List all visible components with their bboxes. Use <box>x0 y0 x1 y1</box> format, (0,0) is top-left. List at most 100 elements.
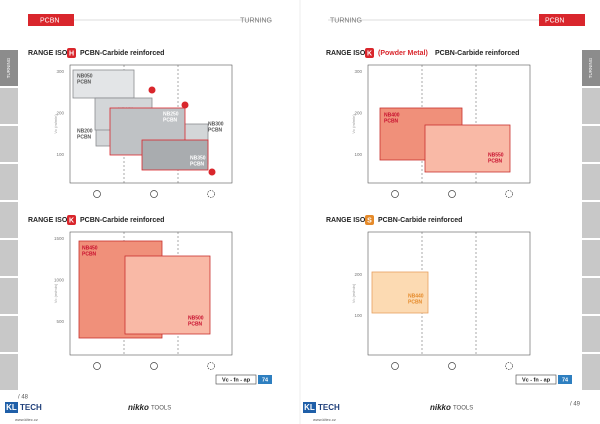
grade-range <box>72 69 135 99</box>
iso-badge <box>365 215 374 225</box>
partner-logo: nikko <box>128 403 149 412</box>
y-axis-label: Vc (m/min) <box>53 114 58 134</box>
grade-material: PCBN <box>82 251 97 257</box>
side-tab-label: TURNING <box>588 57 593 78</box>
grade-name: NB400 <box>384 112 400 118</box>
side-tab <box>0 164 18 200</box>
side-tab <box>0 50 18 86</box>
iso-badge <box>67 48 76 58</box>
grade-material: PCBN <box>190 161 205 167</box>
condition-icon <box>448 190 456 198</box>
partner-logo: nikko <box>430 403 451 412</box>
iso-badge <box>365 48 374 58</box>
url: www.kltec.cz <box>313 417 336 422</box>
y-axis-label: Vc (m/min) <box>351 283 356 303</box>
y-axis-label: Vc (m/min) <box>351 114 356 134</box>
iso-letter: K <box>69 217 74 224</box>
grade-material: PCBN <box>77 79 92 85</box>
side-tab <box>0 88 18 124</box>
page-number: / 48 <box>18 395 29 401</box>
panel-title: RANGE ISO <box>326 50 366 57</box>
plot-area <box>367 64 531 184</box>
panel-title: RANGE ISO <box>28 50 68 57</box>
grade-range <box>141 139 209 171</box>
brand: TECH <box>318 403 340 412</box>
grade-name: NB550 <box>488 152 504 158</box>
side-tab <box>582 240 600 276</box>
url: www.kltec.cz <box>15 417 38 422</box>
panel-subtitle: PCBN-Carbide reinforced <box>378 217 462 224</box>
y-tick-label: 200 <box>354 111 362 116</box>
condition-icon <box>391 190 399 198</box>
y-tick-label: 100 <box>56 152 64 157</box>
page-ref-box <box>558 375 572 384</box>
condition-icon <box>93 362 101 370</box>
condition-icon <box>150 190 158 198</box>
plot-area <box>69 231 233 356</box>
side-tab <box>582 354 600 390</box>
side-tab <box>0 126 18 162</box>
condition-icon <box>505 362 513 370</box>
side-tab <box>582 316 600 352</box>
side-tab <box>0 240 18 276</box>
page-ref-box <box>258 375 272 384</box>
formula-box <box>215 374 257 385</box>
marker-dot <box>148 86 156 94</box>
partner-logo: TOOLS <box>453 406 473 412</box>
grade-material: PCBN <box>488 158 503 164</box>
grade-material: PCBN <box>208 127 223 133</box>
formula: Vc - fn - ap <box>222 377 251 383</box>
logo-box <box>303 402 316 413</box>
y-tick-label: 1000 <box>54 278 65 283</box>
header-tab <box>539 14 585 26</box>
page-ref: 74 <box>562 377 569 383</box>
grade-name: NB500 <box>188 315 204 321</box>
side-tab <box>0 278 18 314</box>
panel-subtitle: PCBN-Carbide reinforced <box>435 50 519 57</box>
condition-icon <box>207 190 215 198</box>
logo-box <box>5 402 18 413</box>
grade-material: PCBN <box>384 118 399 124</box>
panel-subtitle: PCBN-Carbide reinforced <box>80 50 164 57</box>
grade-material: PCBN <box>77 134 92 140</box>
panel-note: (Powder Metal) <box>378 50 428 57</box>
side-tab <box>582 278 600 314</box>
header-section: PCBN <box>545 17 564 24</box>
header-section: PCBN <box>40 17 59 24</box>
iso-letter: S <box>367 217 372 224</box>
y-tick-label: 300 <box>354 69 362 74</box>
side-tab <box>0 202 18 238</box>
grade-name: NB300 <box>208 121 224 127</box>
y-tick-label: 100 <box>354 152 362 157</box>
y-tick-label: 200 <box>56 111 64 116</box>
side-tab <box>582 164 600 200</box>
grade-material: PCBN <box>408 299 423 305</box>
panel-title: RANGE ISO <box>326 217 366 224</box>
grade-range <box>124 255 211 335</box>
side-tab <box>582 88 600 124</box>
marker-dot <box>181 101 189 109</box>
y-tick-label: 1500 <box>54 236 65 241</box>
iso-letter: K <box>367 50 372 57</box>
iso-letter: H <box>69 50 74 57</box>
side-tab <box>582 50 600 86</box>
y-axis-label: Vc (m/min) <box>53 283 58 303</box>
brand: TECH <box>20 403 42 412</box>
grade-name: NB200 <box>77 128 93 134</box>
panel-title: RANGE ISO <box>28 217 68 224</box>
y-tick-label: 300 <box>56 69 64 74</box>
condition-icon <box>391 362 399 370</box>
grade-name: NB450 <box>82 245 98 251</box>
brand: KL <box>6 403 17 412</box>
y-tick-label: 200 <box>354 272 362 277</box>
condition-icon <box>505 190 513 198</box>
brand: KL <box>304 403 315 412</box>
formula-box <box>515 374 557 385</box>
header-tab <box>28 14 74 26</box>
condition-icon <box>207 362 215 370</box>
marker-dot <box>208 168 216 176</box>
page-ref: 74 <box>262 377 269 383</box>
plot-area <box>367 231 531 356</box>
y-tick-label: 100 <box>354 313 362 318</box>
